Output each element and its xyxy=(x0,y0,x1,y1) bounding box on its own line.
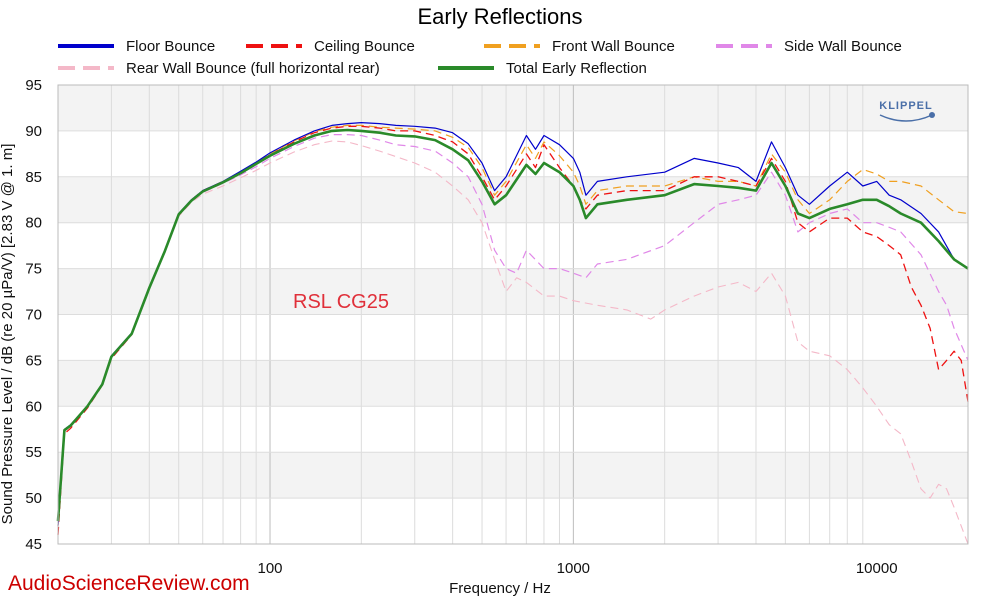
plot-band xyxy=(58,498,968,544)
legend-label: Floor Bounce xyxy=(126,38,215,55)
plot-band xyxy=(58,406,968,453)
y-tick-label: 45 xyxy=(25,536,42,553)
y-tick-label: 80 xyxy=(25,215,42,232)
legend-label: Ceiling Bounce xyxy=(314,38,415,55)
legend-label: Total Early Reflection xyxy=(506,60,647,77)
y-tick-label: 60 xyxy=(25,398,42,415)
klippel-logo-dot xyxy=(929,112,935,118)
plot-band xyxy=(58,314,968,361)
y-tick-label: 75 xyxy=(25,261,42,278)
y-axis-label: Sound Pressure Level / dB (re 20 µPa/V) … xyxy=(0,144,16,525)
x-tick-label: 10000 xyxy=(856,560,898,577)
y-tick-label: 65 xyxy=(25,352,42,369)
y-tick-label: 95 xyxy=(25,77,42,94)
series-line-total-early-reflection xyxy=(56,128,969,522)
y-tick-label: 85 xyxy=(25,169,42,186)
x-axis-label: Frequency / Hz xyxy=(449,580,551,597)
plot-band xyxy=(58,268,968,315)
y-tick-label: 50 xyxy=(25,490,42,507)
chart-title: Early Reflections xyxy=(417,4,582,29)
plot-band xyxy=(58,360,968,407)
legend-label: Rear Wall Bounce (full horizontal rear) xyxy=(126,60,380,77)
x-tick-label: 100 xyxy=(258,560,283,577)
y-tick-labels: 45 50 55 60 65 70 75 80 85 90 95 xyxy=(25,77,42,553)
y-tick-label: 55 xyxy=(25,444,42,461)
site-watermark: AudioScienceReview.com xyxy=(8,572,250,595)
plot-frame xyxy=(57,84,969,545)
plot-band xyxy=(58,452,968,499)
klippel-logo-arc xyxy=(879,114,933,122)
plot-band xyxy=(58,222,968,269)
klippel-logo-text: KLIPPEL xyxy=(879,100,932,112)
legend: Floor Bounce Ceiling Bounce Front Wall Bou… xyxy=(58,38,902,77)
series-layer xyxy=(56,122,969,545)
plot-band xyxy=(58,85,968,131)
plot-band xyxy=(58,130,968,177)
x-tick-labels: 100 1000 10000 xyxy=(258,560,898,577)
y-tick-label: 70 xyxy=(25,307,42,324)
klippel-logo: KLIPPEL xyxy=(879,100,935,122)
legend-label: Front Wall Bounce xyxy=(552,38,675,55)
legend-label: Side Wall Bounce xyxy=(784,38,902,55)
y-tick-label: 90 xyxy=(25,123,42,140)
product-annotation: RSL CG25 xyxy=(293,291,389,313)
x-tick-label: 1000 xyxy=(557,560,590,577)
plot-background xyxy=(58,85,968,544)
